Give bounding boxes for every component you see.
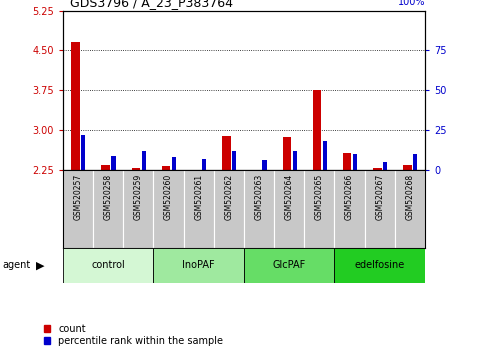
Bar [213, 170, 244, 248]
Bar [93, 170, 123, 248]
Bar [123, 170, 154, 248]
Bar [403, 165, 412, 170]
Text: GSM520258: GSM520258 [103, 174, 113, 220]
Bar [313, 90, 321, 170]
Bar [81, 135, 85, 170]
Bar [252, 170, 261, 171]
Bar [383, 162, 387, 170]
Text: GSM520261: GSM520261 [194, 174, 203, 220]
Bar [162, 166, 170, 170]
Bar [413, 154, 417, 170]
Bar [71, 42, 80, 170]
Text: GlcPAF: GlcPAF [272, 261, 306, 270]
Bar [274, 170, 304, 248]
Legend: count, percentile rank within the sample: count, percentile rank within the sample [43, 324, 223, 346]
Text: GSM520267: GSM520267 [375, 174, 384, 220]
Text: GDS3796 / A_23_P383764: GDS3796 / A_23_P383764 [70, 0, 233, 10]
Text: GSM520260: GSM520260 [164, 174, 173, 220]
Bar [131, 169, 140, 170]
Bar [63, 248, 154, 283]
Bar [323, 141, 327, 170]
Text: ▶: ▶ [36, 261, 45, 270]
Text: GSM520266: GSM520266 [345, 174, 354, 220]
Text: GSM520263: GSM520263 [255, 174, 264, 220]
Bar [304, 170, 334, 248]
Bar [353, 154, 357, 170]
Bar [63, 170, 93, 248]
Bar [262, 160, 267, 170]
Bar [343, 153, 352, 170]
Text: edelfosine: edelfosine [355, 261, 405, 270]
Bar [154, 170, 184, 248]
Bar [365, 170, 395, 248]
Text: control: control [91, 261, 125, 270]
Bar [112, 156, 115, 170]
Text: GSM520268: GSM520268 [405, 174, 414, 220]
Bar [192, 170, 200, 171]
Bar [395, 170, 425, 248]
Bar [334, 170, 365, 248]
Bar [232, 151, 236, 170]
Bar [101, 165, 110, 170]
Bar [293, 151, 297, 170]
Bar [184, 170, 213, 248]
Bar [334, 248, 425, 283]
Text: InoPAF: InoPAF [182, 261, 215, 270]
Bar [154, 248, 244, 283]
Text: 100%: 100% [398, 0, 425, 7]
Bar [373, 169, 382, 170]
Text: agent: agent [2, 261, 30, 270]
Text: GSM520265: GSM520265 [315, 174, 324, 220]
Bar [222, 136, 231, 170]
Bar [244, 248, 334, 283]
Bar [202, 159, 206, 170]
Bar [172, 157, 176, 170]
Bar [283, 137, 291, 170]
Bar [244, 170, 274, 248]
Bar [142, 151, 146, 170]
Text: GSM520259: GSM520259 [134, 174, 143, 220]
Text: GSM520262: GSM520262 [224, 174, 233, 220]
Text: GSM520264: GSM520264 [284, 174, 294, 220]
Text: GSM520257: GSM520257 [73, 174, 83, 220]
